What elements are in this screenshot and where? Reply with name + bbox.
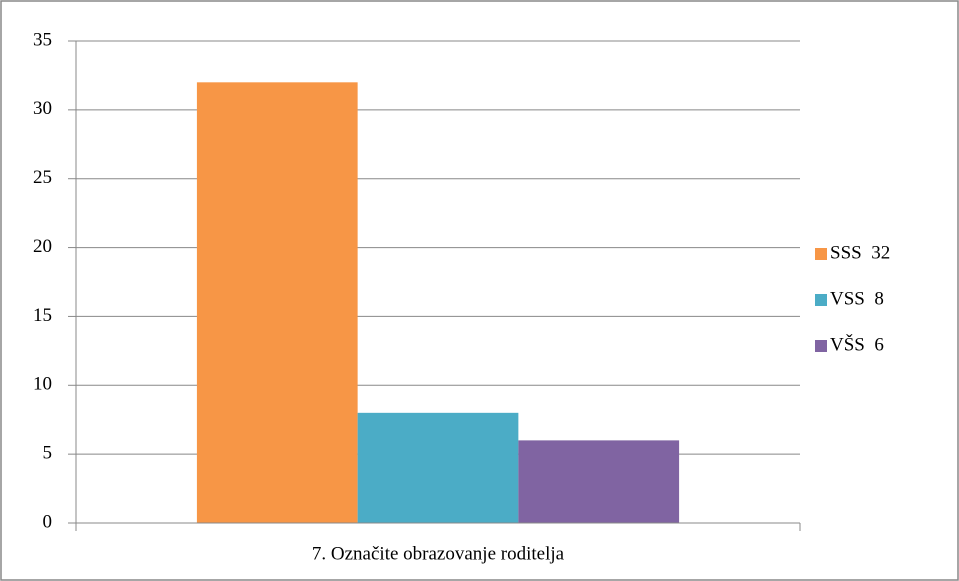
bar [357, 412, 519, 523]
y-tick-label: 5 [43, 443, 53, 464]
legend-label: VŠS 6 [830, 333, 884, 355]
legend-label: SSS 32 [830, 242, 890, 263]
y-tick-label: 10 [33, 374, 52, 395]
legend-swatch [815, 248, 827, 260]
y-tick-label: 15 [33, 305, 52, 326]
y-tick-label: 20 [33, 236, 52, 257]
legend-label: VSS 8 [830, 288, 884, 309]
y-tick-label: 30 [33, 98, 52, 119]
legend-swatch [815, 340, 827, 352]
bar [196, 82, 358, 524]
y-tick-label: 0 [43, 511, 53, 532]
legend-swatch [815, 294, 827, 306]
bar [518, 440, 680, 523]
y-tick-label: 25 [33, 167, 52, 188]
y-tick-label: 35 [33, 29, 52, 50]
x-tick-label: 7. Označite obrazovanje roditelja [312, 543, 565, 564]
